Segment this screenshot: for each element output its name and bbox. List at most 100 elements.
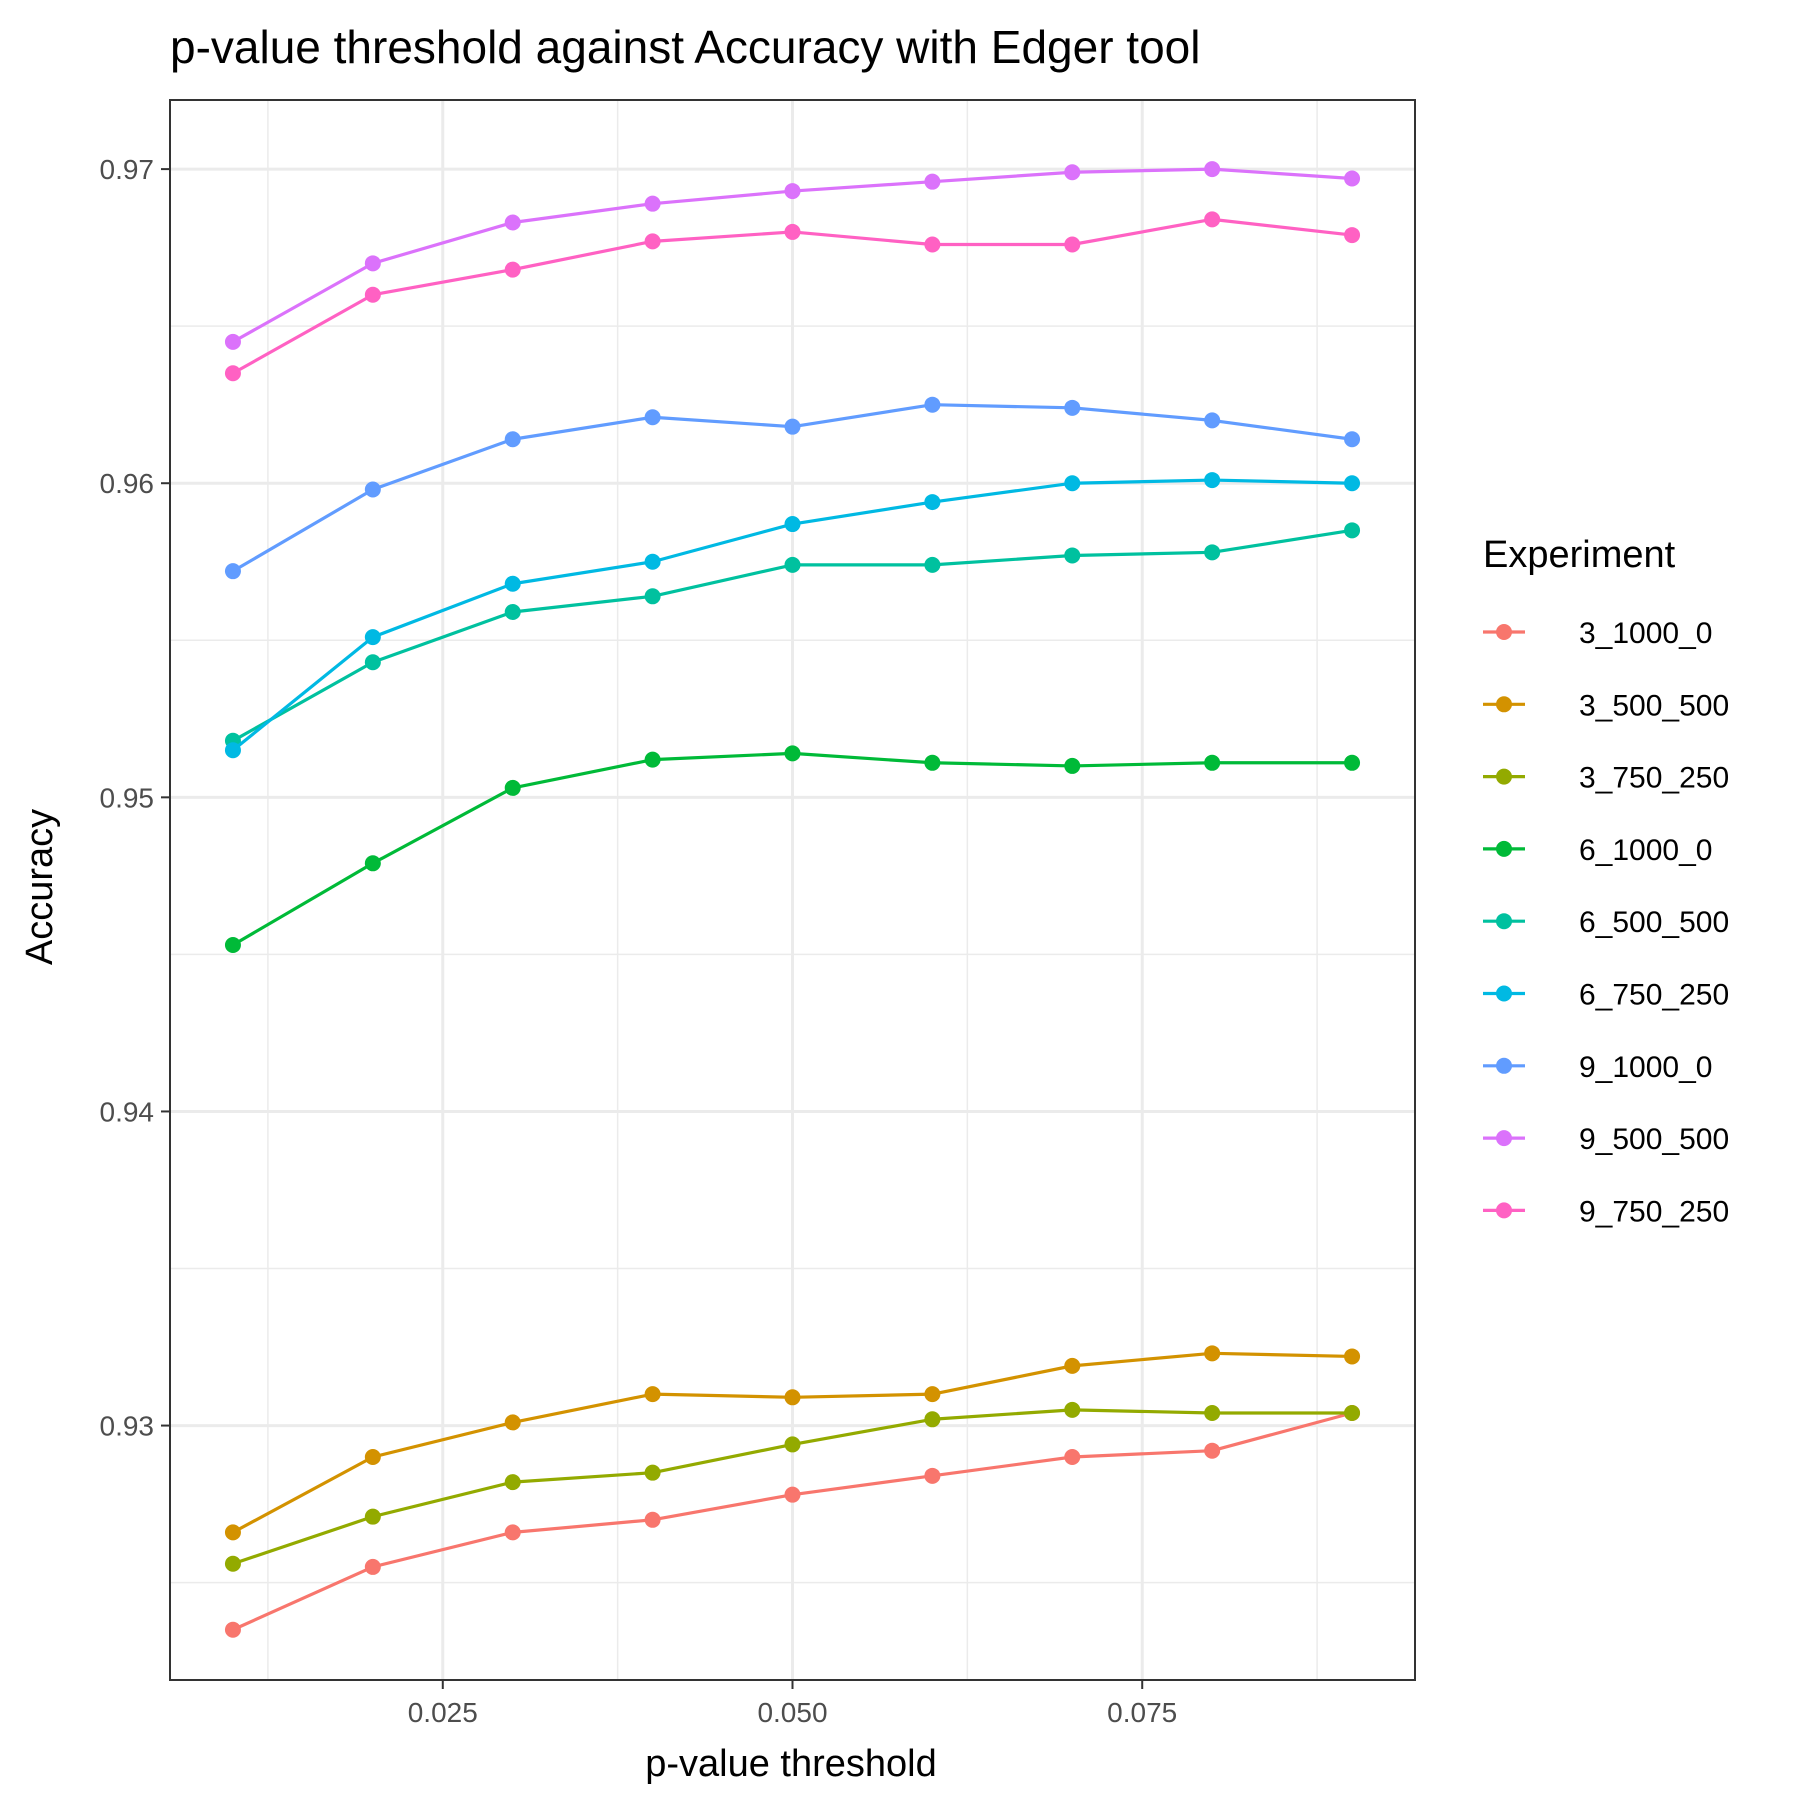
data-point	[1344, 475, 1361, 492]
y-tick-label: 0.93	[100, 1411, 155, 1442]
panel-border	[169, 99, 1416, 1681]
data-point	[1064, 164, 1081, 181]
data-point	[784, 745, 801, 762]
data-point	[644, 1464, 661, 1481]
legend-item: 3_1000_0	[1483, 617, 1712, 650]
legend-label: 6_750_250	[1579, 979, 1729, 1012]
data-point	[924, 754, 941, 771]
y-tick-label: 0.97	[100, 154, 155, 185]
data-point	[784, 556, 801, 573]
legend-key-point	[1496, 624, 1512, 640]
data-point	[644, 409, 661, 426]
y-tick-label: 0.94	[100, 1096, 155, 1127]
data-point	[224, 365, 241, 382]
data-point	[504, 1414, 521, 1431]
data-point	[1064, 1401, 1081, 1418]
data-point	[784, 516, 801, 533]
data-point	[1204, 211, 1221, 228]
y-axis: 0.93 0.94 0.95 0.96 0.97	[100, 154, 170, 1442]
data-point	[364, 255, 381, 272]
legend: Experiment 3_1000_0 3_500_500 3_750_250 6_1…	[1483, 534, 1729, 1228]
data-point	[644, 1386, 661, 1403]
data-point	[784, 183, 801, 200]
data-point	[924, 556, 941, 573]
data-point	[1064, 1448, 1081, 1465]
legend-label: 6_1000_0	[1579, 834, 1712, 867]
legend-item: 6_750_250	[1483, 979, 1729, 1012]
data-point	[364, 481, 381, 498]
series-3_750_250	[224, 1401, 1361, 1572]
legend-item: 6_1000_0	[1483, 834, 1712, 867]
data-point	[504, 1474, 521, 1491]
x-axis: 0.025 0.050 0.075	[408, 1680, 1177, 1728]
series-6_750_250	[224, 472, 1361, 759]
legend-label: 9_500_500	[1579, 1123, 1729, 1156]
data-point	[1204, 472, 1221, 489]
data-point	[364, 855, 381, 872]
data-point	[784, 1389, 801, 1406]
legend-item: 9_750_250	[1483, 1195, 1729, 1228]
y-axis-title: Accuracy	[19, 809, 61, 965]
legend-item: 9_1000_0	[1483, 1051, 1712, 1084]
legend-label: 3_750_250	[1579, 762, 1729, 795]
legend-key-point	[1496, 913, 1512, 930]
data-point	[504, 575, 521, 592]
y-tick-label: 0.96	[100, 468, 155, 499]
data-point	[1064, 475, 1081, 492]
data-point	[1204, 412, 1221, 429]
data-point	[644, 553, 661, 570]
series-9_500_500	[224, 161, 1361, 350]
data-point	[224, 1621, 241, 1638]
data-point	[1064, 757, 1081, 774]
data-point	[224, 742, 241, 759]
data-point	[364, 1508, 381, 1525]
data-point	[1064, 399, 1081, 416]
data-point	[1344, 431, 1361, 448]
series-3_500_500	[224, 1345, 1361, 1541]
x-tick-label: 0.050	[757, 1697, 827, 1728]
data-point	[1204, 1442, 1221, 1459]
data-point	[504, 1524, 521, 1541]
data-point	[504, 261, 521, 278]
data-point	[784, 418, 801, 435]
data-point	[364, 286, 381, 303]
data-point	[1064, 547, 1081, 564]
data-point	[924, 236, 941, 253]
series-6_500_500	[224, 522, 1361, 749]
x-tick-label: 0.075	[1107, 1697, 1177, 1728]
data-point	[924, 494, 941, 511]
data-point	[924, 1411, 941, 1428]
legend-item: 3_750_250	[1483, 762, 1729, 795]
legend-item: 3_500_500	[1483, 689, 1729, 722]
legend-key-point	[1496, 1202, 1512, 1219]
chart-title: p-value threshold against Accuracy with …	[170, 21, 1200, 73]
data-point	[1344, 1405, 1361, 1422]
data-point	[224, 563, 241, 580]
data-point	[224, 1524, 241, 1541]
data-point	[364, 654, 381, 671]
data-point	[504, 431, 521, 448]
data-point	[924, 1467, 941, 1484]
legend-key-point	[1496, 768, 1512, 785]
data-point	[1344, 227, 1361, 244]
legend-key-point	[1496, 840, 1512, 857]
legend-title: Experiment	[1483, 534, 1676, 576]
data-point	[1344, 170, 1361, 187]
legend-key-point	[1496, 1130, 1512, 1147]
data-point	[784, 223, 801, 240]
data-point	[644, 588, 661, 605]
data-point	[1344, 754, 1361, 771]
data-point	[1344, 522, 1361, 539]
data-point	[1204, 1345, 1221, 1362]
data-point	[924, 396, 941, 413]
data-point	[364, 1558, 381, 1575]
data-point	[1204, 544, 1221, 561]
data-point	[504, 779, 521, 796]
data-point	[644, 233, 661, 250]
legend-label: 9_750_250	[1579, 1195, 1729, 1228]
data-point	[644, 1511, 661, 1528]
data-point	[1204, 1405, 1221, 1422]
data-point	[224, 333, 241, 350]
